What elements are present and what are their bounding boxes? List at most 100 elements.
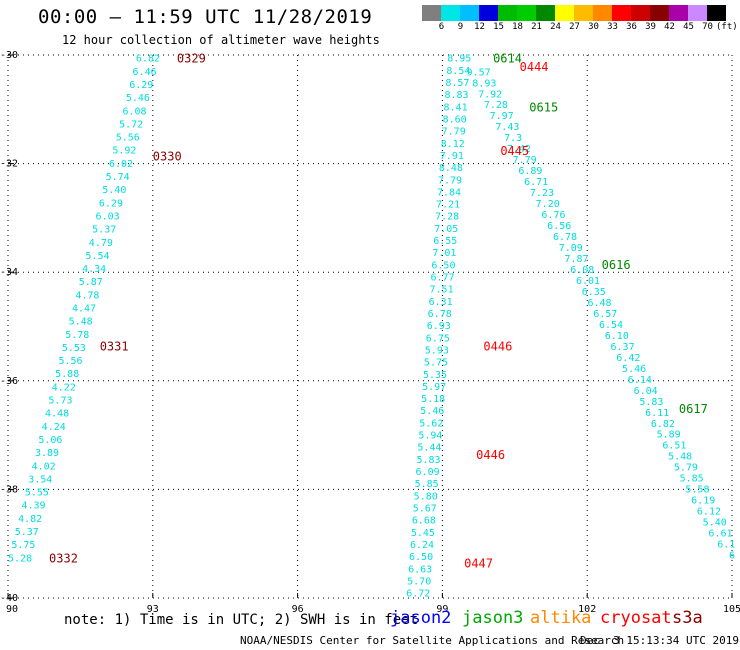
pass-time-label: 0617 <box>679 402 708 416</box>
color-scale-label: 36 <box>626 22 637 32</box>
map-subtitle: 12 hour collection of altimeter wave hei… <box>62 33 380 47</box>
pass-time-label: 0446 <box>483 340 512 354</box>
swh-value-label: 6.01 <box>576 276 600 287</box>
swh-value-label: 5.83 <box>639 397 663 408</box>
wave-height-color-scale <box>422 5 726 21</box>
swh-value-label: 6.09 <box>416 467 440 478</box>
color-swatch <box>536 5 555 21</box>
swh-value-label: 6.82 <box>136 54 160 65</box>
pass-time-label: 0615 <box>529 101 558 115</box>
swh-value-label: 7.23 <box>530 188 554 199</box>
color-swatch <box>498 5 517 21</box>
swh-value-label: 6.56 <box>547 221 571 232</box>
color-scale-label: 33 <box>607 22 618 32</box>
swh-value-label: 6.77 <box>430 273 454 284</box>
swh-value-label: 7.79 <box>513 155 537 166</box>
credit-line: NOAA/NESDIS Center for Satellite Applica… <box>240 634 625 647</box>
y-tick-label: -30 <box>0 50 18 61</box>
swh-value-label: 5.74 <box>106 172 130 183</box>
jason-track-a: 8.958.548.578.838.418.607.798.127.918.48… <box>406 54 471 600</box>
x-tick-label: 99 <box>436 604 448 615</box>
swh-value-label: 7.92 <box>478 89 502 100</box>
swh-value-label: 5.89 <box>657 430 681 441</box>
swh-value-label: 5.40 <box>102 185 126 196</box>
swh-value-label: 5.94 <box>418 431 442 442</box>
swh-value-label: 5.40 <box>703 518 727 529</box>
mission-cryosat: cryosat <box>600 608 672 628</box>
cryosat-track-1: 6.82 6.46 6.29 5.46 6.08 5.72 5.56 5.92 6.02 5.74… <box>8 54 160 565</box>
color-scale-label: 18 <box>512 22 523 32</box>
color-scale-label: 42 <box>664 22 675 32</box>
swh-value-label: 3.54 <box>28 474 52 485</box>
swh-value-label: 5.56 <box>116 133 140 144</box>
swh-value-label: 6.89 <box>518 166 542 177</box>
swh-value-label: 6.08 <box>570 265 594 276</box>
swh-value-label: 4.78 <box>75 290 99 301</box>
swh-value-label: 6.03 <box>96 211 120 222</box>
swh-value-label: 7.28 <box>484 100 508 111</box>
swh-value-label: 8.57 <box>445 78 469 89</box>
x-tick-label: 102 <box>578 604 596 615</box>
swh-value-label: 7.20 <box>536 199 560 210</box>
pass-time-label: 0447 <box>464 557 493 571</box>
color-swatch <box>422 5 441 21</box>
swh-value-label: 6.08 <box>122 106 146 117</box>
swh-value-label: 7.87 <box>564 254 588 265</box>
pass-time-label: 0332 <box>49 551 78 565</box>
swh-value-label: 8.41 <box>444 102 468 113</box>
x-tick-label: 105 <box>723 604 740 615</box>
swh-value-label: 5.75 <box>424 358 448 369</box>
swh-value-label: 6.48 <box>587 298 611 309</box>
swh-value-label: 4.02 <box>32 461 56 472</box>
swh-value-label: 7.79 <box>438 175 462 186</box>
swh-value-label: 7.91 <box>440 151 464 162</box>
swh-value-label: 7.28 <box>435 212 459 223</box>
swh-value-label: 6.76 <box>541 210 565 221</box>
swh-value-label: 5.70 <box>407 576 431 587</box>
mission-jason2: jason2 <box>390 608 452 628</box>
swh-value-label: 8.95 <box>447 54 471 65</box>
swh-value-label: 5.92 <box>112 146 136 157</box>
swh-value-label: 6.14 <box>628 375 652 386</box>
swh-value-label: 5.37 <box>92 225 116 236</box>
y-tick-label: -40 <box>0 593 18 604</box>
swh-value-label: 6.71 <box>524 177 548 188</box>
swh-value-label: 6.1 <box>717 540 735 551</box>
map-grid <box>7 54 733 599</box>
swh-value-label: 6.75 <box>426 333 450 344</box>
swh-value-label: 8.93 <box>472 78 496 89</box>
swh-value-label: 5.48 <box>668 452 692 463</box>
color-scale-label: 39 <box>645 22 656 32</box>
color-swatch <box>517 5 536 21</box>
swh-value-label: 5.46 <box>622 364 646 375</box>
color-scale-label: 9 <box>457 22 464 32</box>
swh-value-label: 6.35 <box>582 287 606 298</box>
color-scale-units: (ft) <box>716 22 738 32</box>
swh-value-label: 6.78 <box>553 232 577 243</box>
swh-value-label: 6.04 <box>634 386 658 397</box>
swh-value-label: 6.29 <box>129 80 153 91</box>
color-swatch <box>441 5 460 21</box>
swh-value-label: 7.43 <box>495 122 519 133</box>
pass-time-label: 0614 <box>493 52 522 66</box>
swh-value-label: 4.48 <box>45 409 69 420</box>
swh-value-label: 5.55 <box>25 488 49 499</box>
color-scale-label: 12 <box>474 22 485 32</box>
color-scale-label: 30 <box>588 22 599 32</box>
swh-value-label: 5.83 <box>416 455 440 466</box>
swh-value-label: 4.24 <box>42 422 66 433</box>
swh-value-label: 5.54 <box>85 251 109 262</box>
swh-value-label: 6.57 <box>593 309 617 320</box>
color-swatch <box>612 5 631 21</box>
color-swatch <box>593 5 612 21</box>
color-swatch <box>688 5 707 21</box>
swh-value-label: 6 <box>729 551 735 562</box>
axis-ticks: 90 93 96 99 102 105 -30 -32 -34 -36 -38 -40 <box>0 50 740 615</box>
swh-value-label: 6.31 <box>429 297 453 308</box>
swh-value-label: 5.18 <box>421 394 445 405</box>
swh-value-label: 5.88 <box>55 369 79 380</box>
swh-value-label: 8.12 <box>441 139 465 150</box>
swh-value-label: 6.02 <box>109 159 133 170</box>
y-tick-label: -34 <box>0 267 18 278</box>
